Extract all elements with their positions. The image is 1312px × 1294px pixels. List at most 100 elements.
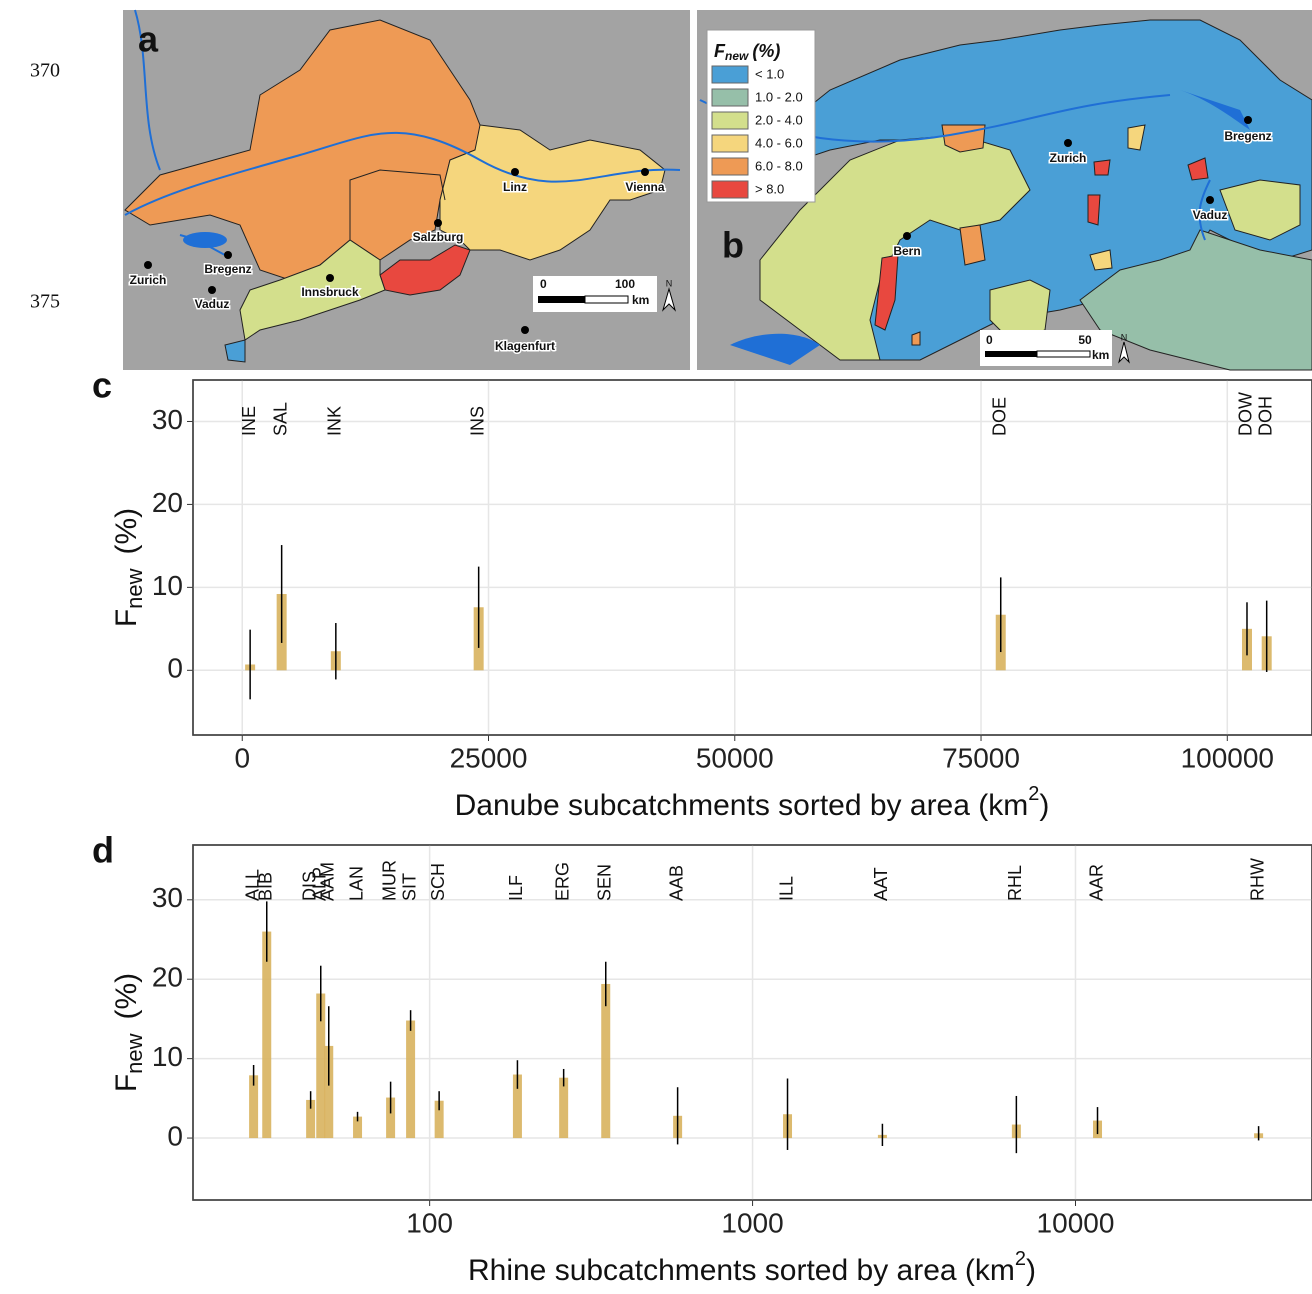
bar: [406, 1020, 416, 1139]
scale-box: [980, 330, 1112, 366]
legend-label: 6.0 - 8.0: [755, 158, 803, 173]
scale-label: 0: [540, 277, 547, 291]
scale-segment: [538, 296, 585, 303]
bar-code-label: ALP: [309, 867, 329, 901]
city-dot: [1206, 196, 1214, 204]
legend-symbol: F: [714, 41, 726, 61]
legend-unit: (%): [752, 41, 780, 61]
legend-swatch: [711, 88, 749, 107]
plot-border: [192, 844, 1312, 1201]
cities: Zurich Bregenz Vaduz Bern: [892, 116, 1273, 260]
city-dot: [521, 326, 529, 334]
plot-panel: [192, 379, 1312, 736]
bar-code-label: INE: [239, 406, 259, 436]
x-title-close: ): [1026, 1254, 1036, 1287]
scale-bar: 0 50 km N: [980, 330, 1130, 366]
x-axis-title: Rhine subcatchments sorted by area (km2): [468, 1248, 1036, 1287]
bar-code-label: SIT: [399, 873, 419, 901]
bar: [353, 1116, 363, 1139]
bar-code-label: BIB: [255, 872, 275, 901]
region: [224, 339, 246, 363]
region: [239, 239, 386, 341]
bar-code-label: SAL: [270, 402, 290, 436]
y-axis-title: Fnew (%): [110, 508, 147, 627]
panel-label: c: [92, 365, 112, 406]
x-tick-label: 1000: [721, 1207, 783, 1238]
region: [1079, 229, 1312, 371]
bar: [262, 931, 272, 1139]
legend-swatch: [711, 157, 749, 176]
region: [874, 254, 899, 331]
bar-code-label: RHW: [1247, 858, 1267, 901]
city-label: Klagenfurt: [495, 339, 555, 353]
legend-label: 2.0 - 4.0: [755, 112, 803, 127]
panel-label: d: [92, 830, 114, 871]
region: [1127, 124, 1146, 151]
y-tick-label: 0: [167, 1120, 183, 1151]
x-tick-label: 10000: [1037, 1207, 1115, 1238]
bar: [386, 1097, 396, 1139]
legend-title: Fnew (%): [714, 41, 780, 63]
city-label: Vienna: [625, 180, 664, 194]
bar-code-label: DOE: [989, 397, 1009, 436]
bar: [316, 993, 326, 1139]
bar-code-label: SCH: [428, 863, 448, 901]
scale-label: 0: [986, 333, 993, 347]
bar-code-label: AAM: [317, 862, 337, 901]
y-tick-label: 0: [167, 653, 183, 684]
bar: [249, 1075, 259, 1139]
y-title-unit: (%): [110, 973, 143, 1020]
city-dot: [1244, 116, 1252, 124]
line-number: 370: [30, 60, 60, 82]
region: [1187, 157, 1209, 181]
region: [439, 124, 666, 261]
panel-label: a: [138, 19, 159, 60]
y-title-subscript: new: [122, 568, 147, 608]
region: [941, 124, 986, 153]
bar-code-label: INS: [467, 406, 487, 436]
x-tick-label: 50000: [696, 742, 774, 773]
x-tick-label: 0: [234, 742, 250, 773]
y-title-unit: (%): [110, 508, 143, 555]
region: [379, 244, 471, 296]
y-tick-label: 30: [152, 882, 183, 913]
bar-code-label: AAT: [871, 867, 891, 901]
legend-label: > 8.0: [755, 181, 784, 196]
bar-code-label: MUR: [379, 860, 399, 901]
city-dot: [208, 286, 216, 294]
city-dot: [224, 251, 232, 259]
legend-label: 1.0 - 2.0: [755, 89, 803, 104]
x-title-text: Rhine subcatchments sorted by area (km: [468, 1254, 1015, 1287]
legend-items: < 1.0 1.0 - 2.0 2.0 - 4.0 4.0 - 6.0 6.0 - 8.…: [711, 65, 803, 199]
city-label: Zurich: [1050, 151, 1087, 165]
bar: [324, 1045, 334, 1139]
y-title-symbol: F: [110, 609, 143, 627]
north-arrow: [661, 287, 677, 312]
y-title-subscript: new: [122, 1033, 147, 1073]
legend-label: 4.0 - 6.0: [755, 135, 803, 150]
city-label: Innsbruck: [301, 285, 359, 299]
scale-unit: km: [632, 293, 649, 307]
y-tick-label: 10: [152, 1041, 183, 1072]
region: [911, 331, 921, 346]
x-tick-label: 100000: [1181, 742, 1274, 773]
north-label: N: [1121, 332, 1128, 342]
legend-subscript: new: [725, 49, 749, 63]
y-tick-label: 10: [152, 570, 183, 601]
map-b: b Fnew (%) < 1.0 1.0 - 2.0 2.0 - 4.0 4.0 - 6…: [697, 10, 1312, 371]
bar-code-label: ERG: [552, 862, 572, 901]
map-a: a Zurich Bregenz Vaduz Innsbruck Salzbur…: [123, 9, 690, 370]
panel-label: b: [722, 225, 744, 266]
bar-code-label: DIS: [299, 871, 319, 901]
x-tick-label: 75000: [942, 742, 1020, 773]
city-label: Zurich: [130, 273, 167, 287]
city-dot: [434, 219, 442, 227]
city-label: Bregenz: [1224, 129, 1271, 143]
city-dot: [326, 274, 334, 282]
x-title-text: Danube subcatchments sorted by area (km: [455, 789, 1029, 822]
plot-border: [192, 379, 1312, 736]
bar: [512, 1074, 522, 1139]
